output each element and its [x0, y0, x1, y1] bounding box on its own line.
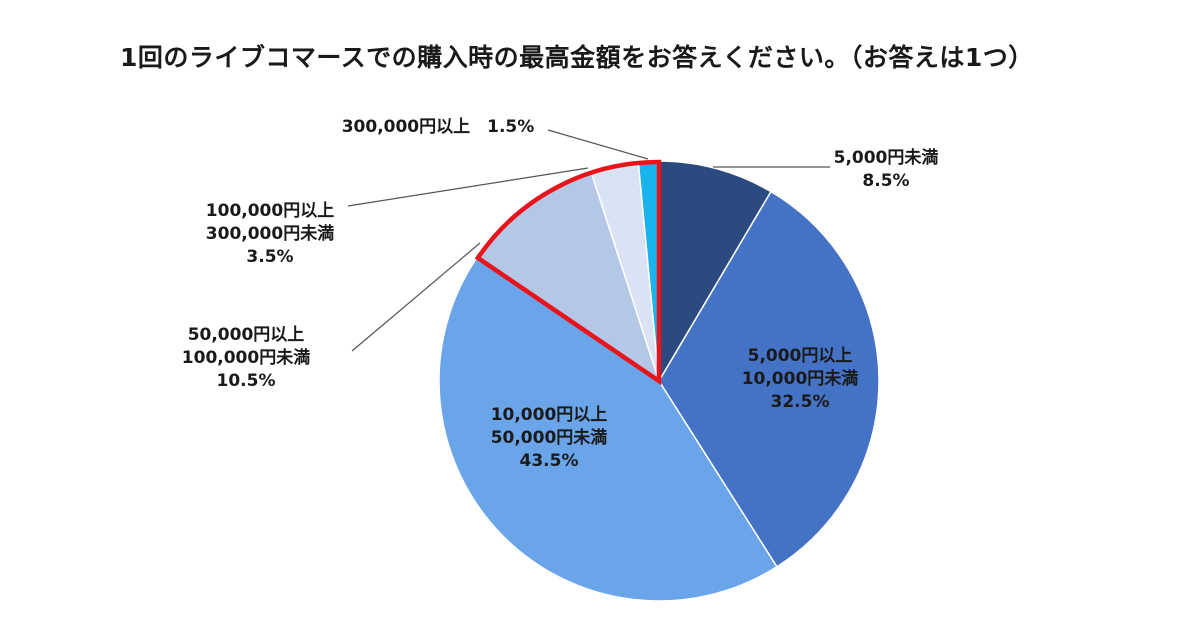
- slice-label: 50,000円未満: [491, 427, 608, 448]
- leader-line: [347, 167, 589, 207]
- slice-label: 10.5%: [217, 371, 276, 391]
- leader-line: [547, 129, 649, 160]
- leader-lines: [347, 129, 830, 352]
- slice-label: 32.5%: [771, 392, 830, 412]
- highlight-outline: [474, 159, 662, 386]
- slice-label: 5,000円以上: [748, 346, 853, 366]
- pie-slice: [658, 160, 773, 384]
- slice-label: 10,000円以上: [491, 405, 608, 425]
- slice-label: 100,000円未満: [182, 347, 310, 368]
- leader-line: [351, 242, 481, 352]
- slice-label: 10,000円未満: [742, 368, 859, 389]
- chart-title: 1回のライブコマースでの購入時の最高金額をお答えください。（お答えは1つ）: [120, 43, 1034, 72]
- slice-label: 100,000円以上: [206, 201, 334, 221]
- highlight-outline-path: [474, 159, 662, 386]
- pie-slice: [658, 190, 880, 568]
- slice-label: 50,000円以上: [188, 325, 305, 345]
- pie-slices: [438, 160, 880, 602]
- slice-label: 43.5%: [520, 451, 579, 471]
- slice-label: 300,000円以上 1.5%: [342, 117, 535, 137]
- slice-label: 300,000円未満: [206, 223, 334, 244]
- slice-label: 8.5%: [862, 171, 909, 191]
- slice-label: 3.5%: [246, 247, 293, 267]
- slice-label: 5,000円未満: [834, 147, 939, 168]
- pie-slice: [438, 256, 778, 602]
